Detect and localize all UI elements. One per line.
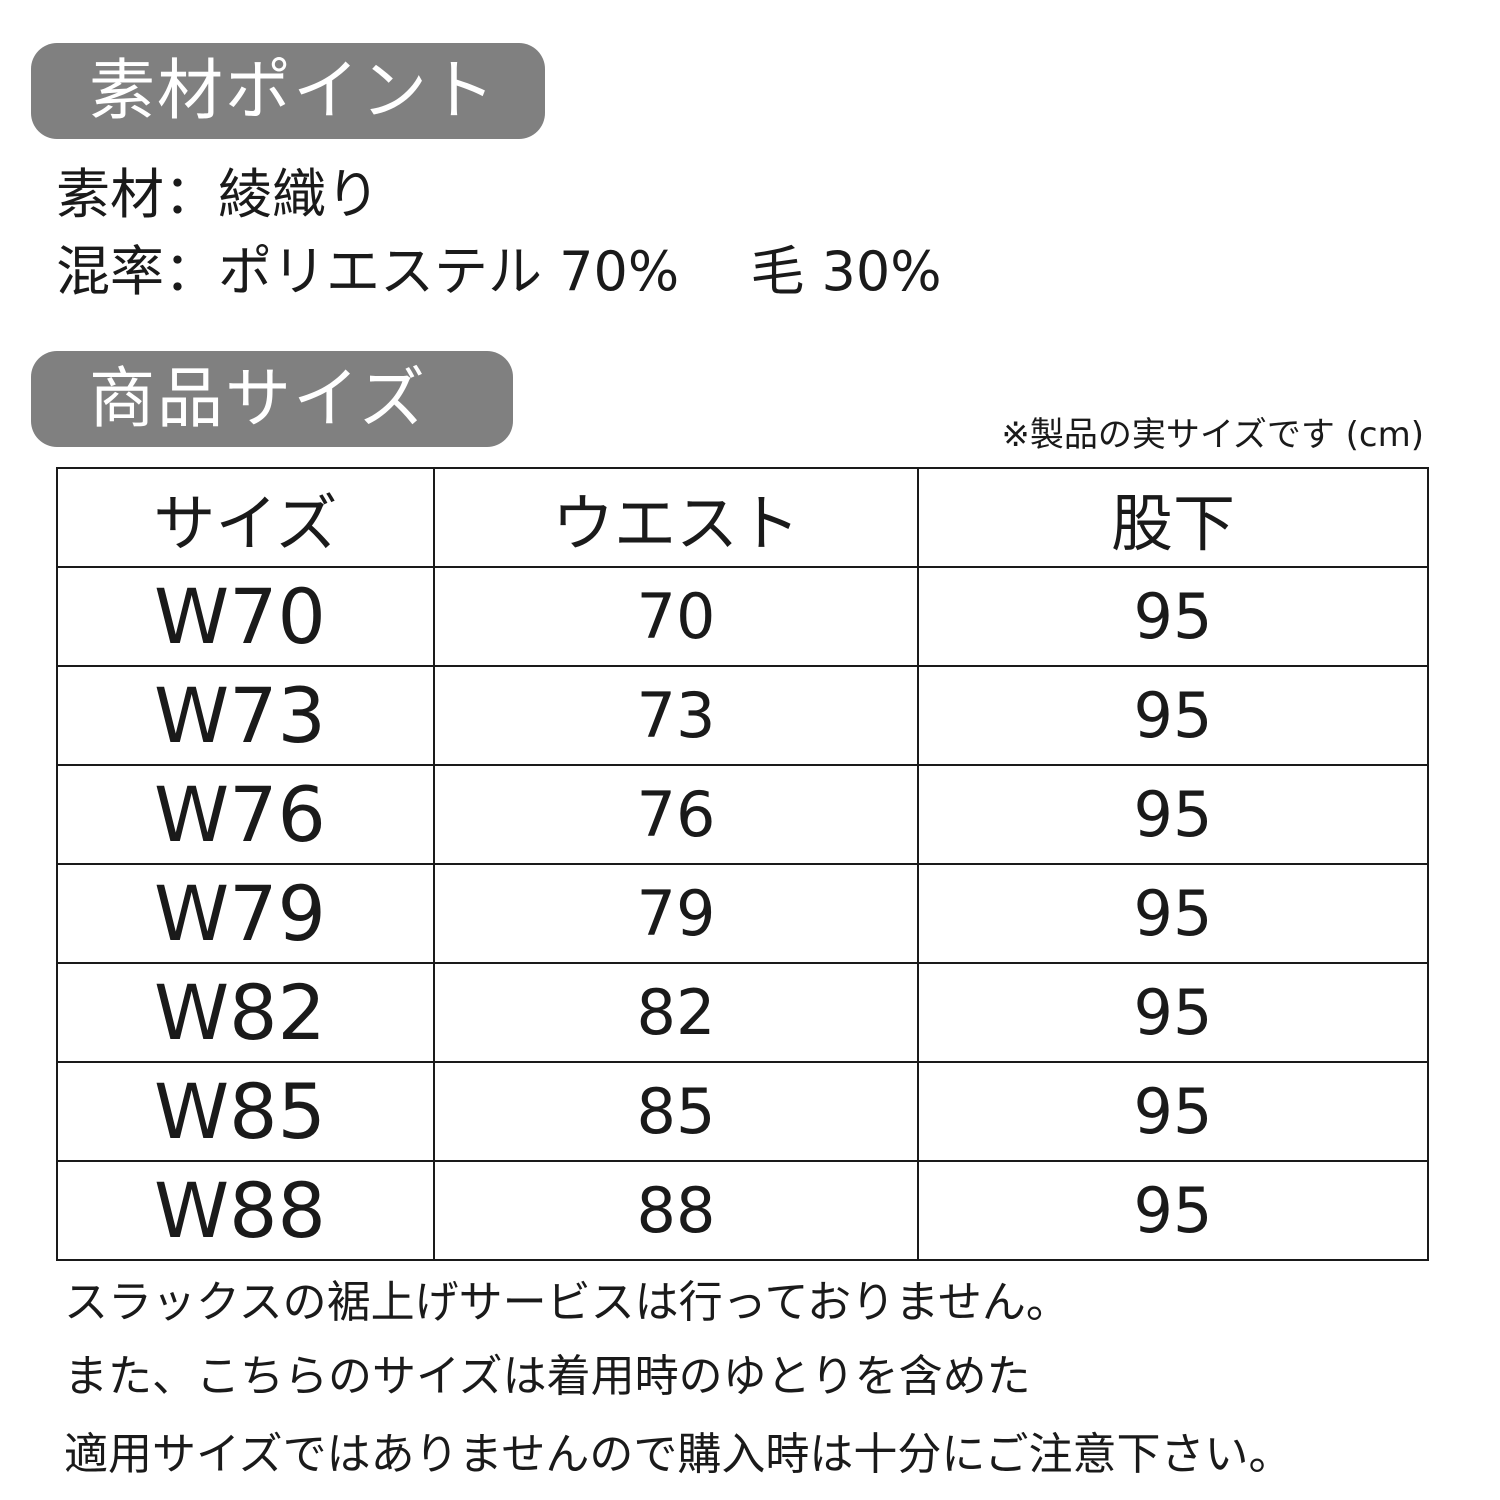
- cell-inseam: 95: [917, 665, 1429, 766]
- header-inseam: 股下: [917, 467, 1429, 568]
- table-header-row: サイズ ウエスト 股下: [56, 467, 1429, 568]
- footer-line-1: スラックスの裾上げサービスは行っておりません。: [64, 1277, 1070, 1328]
- table-row: W76 76 95: [56, 764, 1429, 865]
- table-row: W88 88 95: [56, 1160, 1429, 1261]
- table-row: W82 82 95: [56, 962, 1429, 1063]
- blend-line: 混率：ポリエステル 70% 毛 30%: [56, 240, 942, 303]
- header-waist: ウエスト: [433, 467, 919, 568]
- cell-size: W76: [56, 764, 435, 865]
- material-line: 素材：綾織り: [56, 163, 380, 226]
- table-row: W70 70 95: [56, 566, 1429, 667]
- cell-size: W73: [56, 665, 435, 766]
- cell-size: W88: [56, 1160, 435, 1261]
- size-section-title: 商品サイズ: [31, 351, 513, 447]
- material-section-title: 素材ポイント: [31, 43, 545, 139]
- cell-waist: 82: [433, 962, 919, 1063]
- table-row: W85 85 95: [56, 1061, 1429, 1162]
- cell-inseam: 95: [917, 962, 1429, 1063]
- size-note: ※製品の実サイズです (cm): [1001, 415, 1424, 455]
- cell-size: W70: [56, 566, 435, 667]
- table-row: W73 73 95: [56, 665, 1429, 766]
- cell-inseam: 95: [917, 566, 1429, 667]
- cell-size: W82: [56, 962, 435, 1063]
- cell-waist: 88: [433, 1160, 919, 1261]
- cell-inseam: 95: [917, 1160, 1429, 1261]
- cell-inseam: 95: [917, 764, 1429, 865]
- cell-inseam: 95: [917, 863, 1429, 964]
- cell-size: W85: [56, 1061, 435, 1162]
- cell-waist: 79: [433, 863, 919, 964]
- footer-line-2: また、こちらのサイズは着用時のゆとりを含めた: [64, 1351, 1031, 1402]
- cell-inseam: 95: [917, 1061, 1429, 1162]
- cell-waist: 85: [433, 1061, 919, 1162]
- cell-waist: 76: [433, 764, 919, 865]
- cell-size: W79: [56, 863, 435, 964]
- cell-waist: 70: [433, 566, 919, 667]
- table-row: W79 79 95: [56, 863, 1429, 964]
- header-size: サイズ: [56, 467, 435, 568]
- footer-line-3: 適用サイズではありませんので購入時は十分にご注意下さい。: [64, 1429, 1293, 1480]
- cell-waist: 73: [433, 665, 919, 766]
- size-table: サイズ ウエスト 股下 W70 70 95 W73 73 95 W76 76 95 W79 79 95…: [56, 467, 1429, 1261]
